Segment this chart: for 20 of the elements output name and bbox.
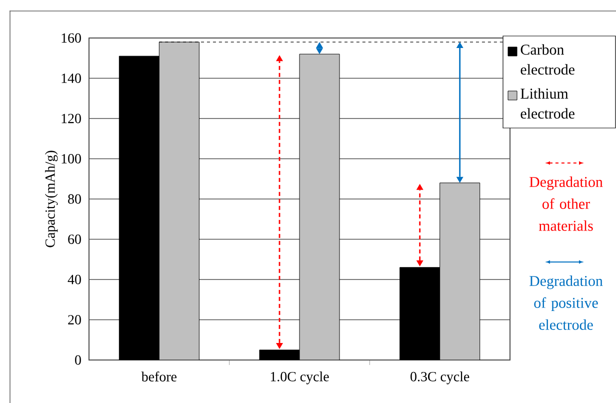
text: Degradation of positive electrode [530, 276, 603, 330]
y-tick-label: 0 [75, 355, 81, 365]
x-tick-label: 0.3C cycle [410, 372, 470, 384]
y-tick-label: 80 [68, 194, 81, 204]
legend-label: Lithium electrode [520, 88, 574, 119]
y-tick-label: 120 [62, 114, 81, 124]
y-tick-label: 140 [62, 74, 81, 83]
bar [440, 182, 480, 360]
y-tick-label: 60 [68, 234, 81, 244]
y-tick-label: 20 [68, 315, 81, 324]
text: Degradation of other materials [530, 176, 603, 231]
y-axis-title: Capacity(mAh/g) [45, 150, 58, 248]
x-tick-label: 1.0C cycle [270, 372, 329, 384]
y-tick-label: 160 [62, 33, 81, 43]
y-tick-label: 100 [62, 154, 81, 164]
bar [158, 42, 200, 360]
x-tick-label: before [141, 372, 176, 382]
legend-label: Carbon electrode [520, 44, 574, 75]
bar [299, 54, 340, 360]
y-tick-label: 40 [68, 274, 81, 284]
